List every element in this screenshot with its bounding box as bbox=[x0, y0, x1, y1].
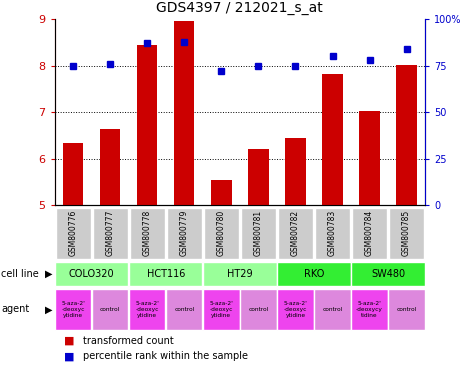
Bar bbox=[203, 262, 276, 286]
Bar bbox=[277, 288, 314, 330]
Text: ■: ■ bbox=[64, 351, 75, 361]
Bar bbox=[100, 129, 120, 205]
Bar bbox=[240, 288, 276, 330]
Bar bbox=[55, 262, 128, 286]
Bar bbox=[248, 149, 268, 205]
Bar bbox=[167, 208, 202, 259]
Bar bbox=[174, 21, 194, 205]
Bar bbox=[204, 208, 239, 259]
Bar bbox=[93, 208, 128, 259]
Bar bbox=[285, 138, 305, 205]
Text: RKO: RKO bbox=[304, 269, 324, 279]
Bar bbox=[55, 288, 91, 330]
Text: 5-aza-2'
-deoxyc
ytidine: 5-aza-2' -deoxyc ytidine bbox=[209, 301, 233, 318]
Bar bbox=[323, 74, 342, 205]
Text: control: control bbox=[248, 307, 268, 312]
Bar bbox=[389, 208, 424, 259]
Bar bbox=[360, 111, 380, 205]
Text: control: control bbox=[100, 307, 120, 312]
Bar bbox=[315, 208, 350, 259]
Bar bbox=[389, 288, 425, 330]
Bar bbox=[277, 262, 351, 286]
Text: control: control bbox=[174, 307, 194, 312]
Bar bbox=[314, 288, 351, 330]
Bar bbox=[56, 208, 91, 259]
Text: GSM800784: GSM800784 bbox=[365, 210, 374, 257]
Text: cell line: cell line bbox=[1, 269, 38, 279]
Bar bbox=[137, 45, 157, 205]
Text: transformed count: transformed count bbox=[83, 336, 174, 346]
Text: GSM800778: GSM800778 bbox=[143, 210, 152, 257]
Bar bbox=[241, 208, 276, 259]
Text: COLO320: COLO320 bbox=[69, 269, 114, 279]
Text: GSM800780: GSM800780 bbox=[217, 210, 226, 257]
Bar bbox=[352, 288, 388, 330]
Text: ■: ■ bbox=[64, 336, 75, 346]
Text: control: control bbox=[323, 307, 342, 312]
Text: GSM800782: GSM800782 bbox=[291, 210, 300, 257]
Text: 5-aza-2'
-deoxycy
tidine: 5-aza-2' -deoxycy tidine bbox=[356, 301, 383, 318]
Text: ▶: ▶ bbox=[45, 304, 52, 314]
Text: HCT116: HCT116 bbox=[147, 269, 185, 279]
Bar bbox=[92, 288, 128, 330]
Bar bbox=[63, 142, 83, 205]
Text: 5-aza-2'
-deoxyc
ytidine: 5-aza-2' -deoxyc ytidine bbox=[61, 301, 85, 318]
Title: GDS4397 / 212021_s_at: GDS4397 / 212021_s_at bbox=[156, 2, 323, 15]
Bar bbox=[397, 65, 417, 205]
Bar bbox=[130, 208, 165, 259]
Text: control: control bbox=[397, 307, 417, 312]
Text: GSM800776: GSM800776 bbox=[69, 210, 77, 257]
Text: GSM800783: GSM800783 bbox=[328, 210, 337, 257]
Text: SW480: SW480 bbox=[371, 269, 405, 279]
Text: 5-aza-2'
-deoxyc
ytidine: 5-aza-2' -deoxyc ytidine bbox=[284, 301, 307, 318]
Text: HT29: HT29 bbox=[227, 269, 253, 279]
Text: GSM800779: GSM800779 bbox=[180, 210, 189, 257]
Bar bbox=[352, 208, 387, 259]
Bar bbox=[166, 288, 202, 330]
Bar bbox=[352, 262, 425, 286]
Bar bbox=[129, 288, 165, 330]
Bar bbox=[129, 262, 202, 286]
Text: percentile rank within the sample: percentile rank within the sample bbox=[83, 351, 248, 361]
Text: GSM800785: GSM800785 bbox=[402, 210, 411, 257]
Text: ▶: ▶ bbox=[45, 269, 52, 279]
Bar bbox=[211, 180, 231, 205]
Text: 5-aza-2'
-deoxyc
ytidine: 5-aza-2' -deoxyc ytidine bbox=[135, 301, 159, 318]
Text: agent: agent bbox=[1, 304, 29, 314]
Bar bbox=[203, 288, 239, 330]
Bar bbox=[278, 208, 313, 259]
Text: GSM800781: GSM800781 bbox=[254, 210, 263, 257]
Text: GSM800777: GSM800777 bbox=[106, 210, 114, 257]
